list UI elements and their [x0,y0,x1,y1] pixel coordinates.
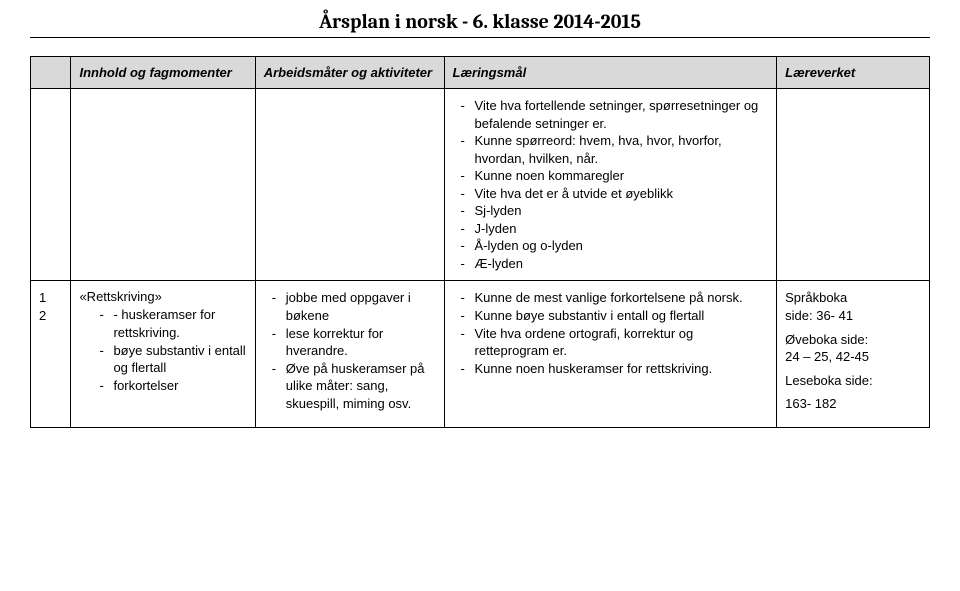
cell-verk: Språkboka side: 36- 41 Øveboka side: 24 … [777,281,930,427]
list-item: Vite hva ordene ortografi, korrektur og … [453,325,769,360]
laering-list: Kunne de mest vanlige forkortelsene på n… [453,289,769,377]
verk-pages: 163- 182 [785,396,836,411]
innhold-list: - huskeramser for rettskriving. bøye sub… [79,306,246,394]
plan-table: Innhold og fagmomenter Arbeidsmåter og a… [30,56,930,428]
verk-line: 163- 182 [785,395,921,413]
verk-line: Språkboka side: 36- 41 [785,289,921,324]
col-header-arbeid: Arbeidsmåter og aktiviteter [255,57,444,89]
list-item: bøye substantiv i entall og flertall [79,342,246,377]
list-item: Vite hva fortellende setninger, spørrese… [453,97,769,132]
week-number: 1 [39,289,62,307]
list-item: lese korrektur for hverandre. [264,325,436,360]
laering-list: Vite hva fortellende setninger, spørrese… [453,97,769,272]
cell-week: 1 2 [31,281,71,427]
col-header-laering: Læringsmål [444,57,777,89]
cell-week [31,89,71,281]
list-item: Kunne bøye substantiv i entall og flerta… [453,307,769,325]
verk-book: Språkboka [785,290,847,305]
page-title: Årsplan i norsk - 6. klasse 2014-2015 [30,10,930,33]
cell-innhold: «Rettskriving» - huskeramser for rettskr… [71,281,255,427]
list-item: Kunne noen kommaregler [453,167,769,185]
table-row: 1 2 «Rettskriving» - huskeramser for ret… [31,281,930,427]
list-item: Sj-lyden [453,202,769,220]
list-item: jobbe med oppgaver i bøkene [264,289,436,324]
title-rule [30,37,930,38]
page: Årsplan i norsk - 6. klasse 2014-2015 In… [0,0,960,591]
cell-arbeid: jobbe med oppgaver i bøkene lese korrekt… [255,281,444,427]
table-row: Vite hva fortellende setninger, spørrese… [31,89,930,281]
list-item: forkortelser [79,377,246,395]
table-header-row: Innhold og fagmomenter Arbeidsmåter og a… [31,57,930,89]
verk-line: Øveboka side: 24 – 25, 42-45 [785,331,921,366]
col-header-verk: Læreverket [777,57,930,89]
list-item: Kunne de mest vanlige forkortelsene på n… [453,289,769,307]
cell-laering: Vite hva fortellende setninger, spørrese… [444,89,777,281]
col-header-week [31,57,71,89]
list-item: J-lyden [453,220,769,238]
list-item: Æ-lyden [453,255,769,273]
verk-pages: 24 – 25, 42-45 [785,349,869,364]
list-item: - huskeramser for rettskriving. [79,306,246,341]
cell-laering: Kunne de mest vanlige forkortelsene på n… [444,281,777,427]
list-item: Øve på huskeramser på ulike måter: sang,… [264,360,436,413]
arbeid-list: jobbe med oppgaver i bøkene lese korrekt… [264,289,436,412]
verk-book: Leseboka side: [785,373,872,388]
verk-line: Leseboka side: [785,372,921,390]
innhold-title: «Rettskriving» [79,289,246,304]
list-item: Kunne spørreord: hvem, hva, hvor, hvorfo… [453,132,769,167]
verk-book: Øveboka side: [785,332,868,347]
cell-innhold [71,89,255,281]
list-item: Vite hva det er å utvide et øyeblikk [453,185,769,203]
week-number: 2 [39,307,62,325]
cell-verk [777,89,930,281]
verk-pages: side: 36- 41 [785,308,853,323]
list-item: Kunne noen huskeramser for rettskriving. [453,360,769,378]
cell-arbeid [255,89,444,281]
list-item: Å-lyden og o-lyden [453,237,769,255]
col-header-innhold: Innhold og fagmomenter [71,57,255,89]
